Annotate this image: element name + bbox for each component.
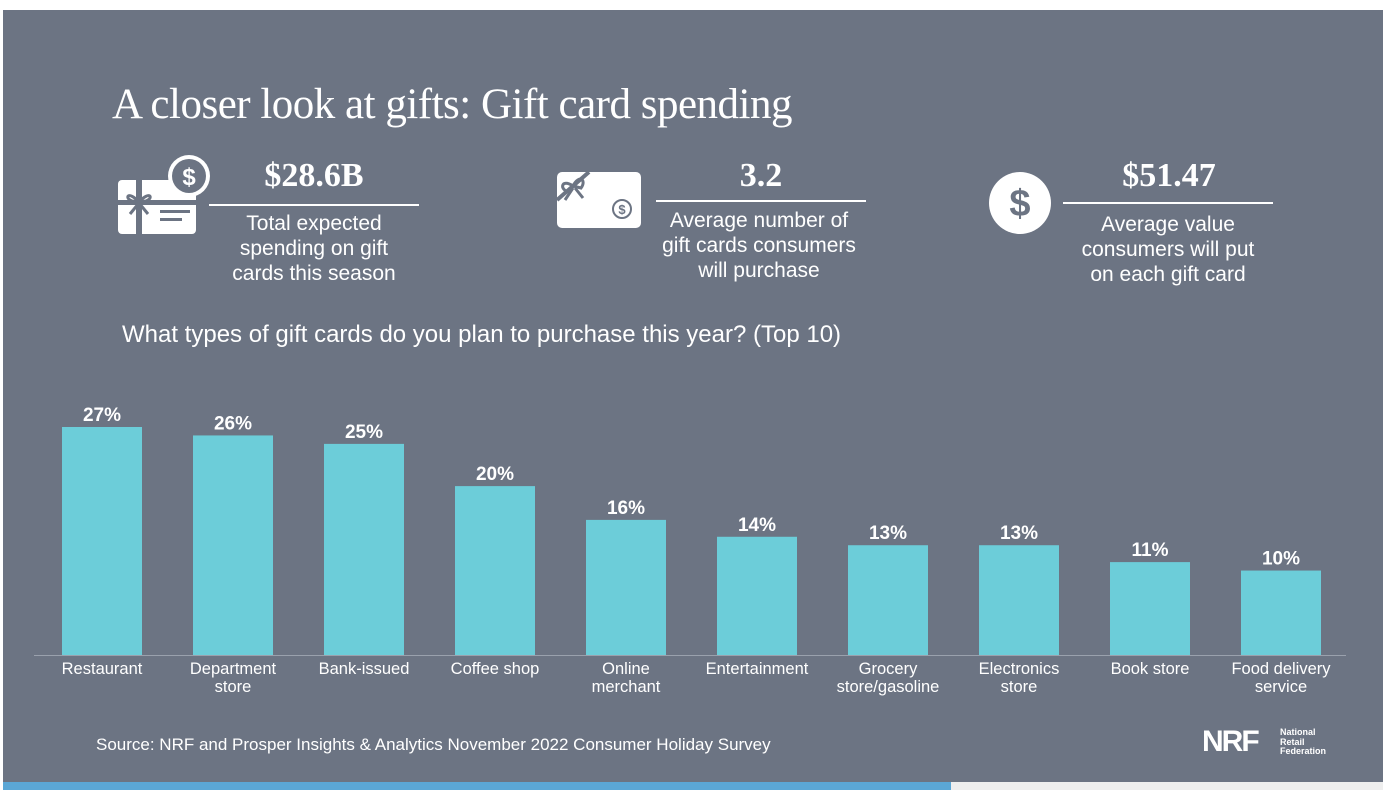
bar <box>1241 570 1321 655</box>
bar <box>979 545 1059 655</box>
bar-value-label: 13% <box>869 523 907 544</box>
bar <box>455 486 535 655</box>
category-tick-label: Bank-issued <box>319 660 410 678</box>
bar <box>848 545 928 655</box>
stat-divider <box>1063 202 1273 204</box>
stat-avg-count-desc: Average number of gift cards consumers wil… <box>662 209 856 282</box>
bar-value-label: 25% <box>345 422 383 443</box>
bar <box>1110 562 1190 655</box>
category-tick-label: store <box>1001 678 1038 696</box>
category-tick-label: Book store <box>1111 660 1190 678</box>
category-tick-label: Grocery <box>859 660 918 678</box>
bar <box>324 443 404 655</box>
stat-total-spending-value: $28.6B <box>264 157 364 194</box>
category-tick-label: Food delivery <box>1231 660 1331 678</box>
stat-total-spending-desc: Total expected spending on gift cards this… <box>232 212 396 285</box>
category-tick-label: Entertainment <box>706 660 809 678</box>
bar-value-label: 13% <box>1000 523 1038 544</box>
category-tick-label: Department <box>190 660 277 678</box>
category-tick-label: Restaurant <box>62 660 143 678</box>
source-note: Source: NRF and Prosper Insights & Analy… <box>96 735 771 754</box>
category-tick-label: Electronics <box>979 660 1060 678</box>
stat-divider <box>656 200 866 202</box>
bar <box>717 536 797 655</box>
svg-text:$: $ <box>182 164 196 191</box>
bar-value-label: 16% <box>607 498 645 519</box>
bar-value-label: 10% <box>1262 549 1300 570</box>
category-tick-label: store <box>215 678 252 696</box>
bar-value-label: 20% <box>476 464 514 485</box>
page-title: A closer look at gifts: Gift card spendi… <box>112 81 793 128</box>
bar-chart: 27%Restaurant26%Departmentstore25%Bank-i… <box>34 405 1346 696</box>
nrf-logo-mark: NRF <box>1202 725 1260 758</box>
bar-value-label: 26% <box>214 413 252 434</box>
chart-question: What types of gift cards do you plan to … <box>122 321 842 348</box>
svg-text:$: $ <box>618 202 626 217</box>
stat-divider <box>209 204 419 206</box>
bottom-accent-bar-light <box>951 782 1383 790</box>
category-tick-label: merchant <box>592 678 661 696</box>
bar-value-label: 11% <box>1132 540 1169 561</box>
bar-value-label: 14% <box>738 515 776 536</box>
stat-avg-count-value: 3.2 <box>739 157 783 194</box>
category-tick-label: service <box>1255 678 1307 696</box>
category-tick-label: Coffee shop <box>451 660 540 678</box>
bar <box>62 427 142 655</box>
stat-avg-value-value: $51.47 <box>1122 157 1216 194</box>
gift-card-dollar-icon: $ <box>118 155 210 234</box>
svg-text:$: $ <box>1009 183 1030 225</box>
bar-value-label: 27% <box>83 405 121 426</box>
gift-card-bow-icon: $ <box>555 170 641 228</box>
category-tick-label: Online <box>602 660 650 678</box>
bar <box>193 435 273 655</box>
bar <box>586 519 666 655</box>
stat-avg-value-desc: Average value consumers will put on each g… <box>1081 213 1255 286</box>
category-tick-label: store/gasoline <box>837 678 940 696</box>
nrf-logo-text: National Retail Federation <box>1280 727 1327 756</box>
bottom-accent-bar <box>3 782 951 790</box>
dollar-circle-icon: $ <box>989 172 1051 234</box>
